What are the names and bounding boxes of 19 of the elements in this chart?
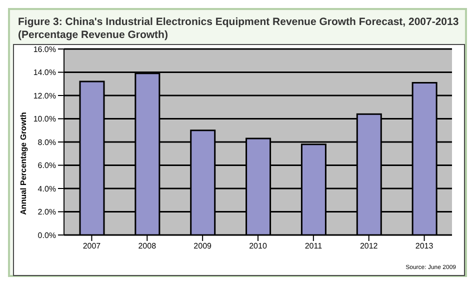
- y-tick-label: 0.0%: [38, 230, 56, 240]
- y-tick-label: 14.0%: [33, 68, 56, 78]
- y-tick-label: 8.0%: [38, 138, 56, 147]
- y-tick-label: 16.0%: [33, 44, 56, 54]
- x-tick-label: 2007: [82, 242, 102, 251]
- x-tick-label: 2008: [138, 242, 157, 251]
- x-tick-label: 2010: [249, 242, 268, 251]
- y-tick-label: 4.0%: [38, 184, 56, 194]
- y-axis-title: Annual Percentage Growth: [18, 112, 28, 214]
- x-tick-label: 2013: [415, 242, 434, 251]
- chart-title: Figure 3: China's Industrial Electronics Equipment Revenue Growth Forecast, 2007-2013: [18, 16, 459, 29]
- x-tick-label: 2011: [304, 242, 323, 251]
- y-tick-label: 12.0%: [33, 91, 56, 100]
- x-tick-label: 2009: [194, 242, 212, 251]
- y-tick-label: 10.0%: [33, 114, 56, 124]
- y-tick-label: 2.0%: [38, 208, 56, 217]
- y-tick-label: 6.0%: [38, 161, 56, 170]
- chart-subtitle: (Percentage Revenue Growth): [18, 29, 169, 42]
- x-tick-label: 2012: [360, 242, 378, 251]
